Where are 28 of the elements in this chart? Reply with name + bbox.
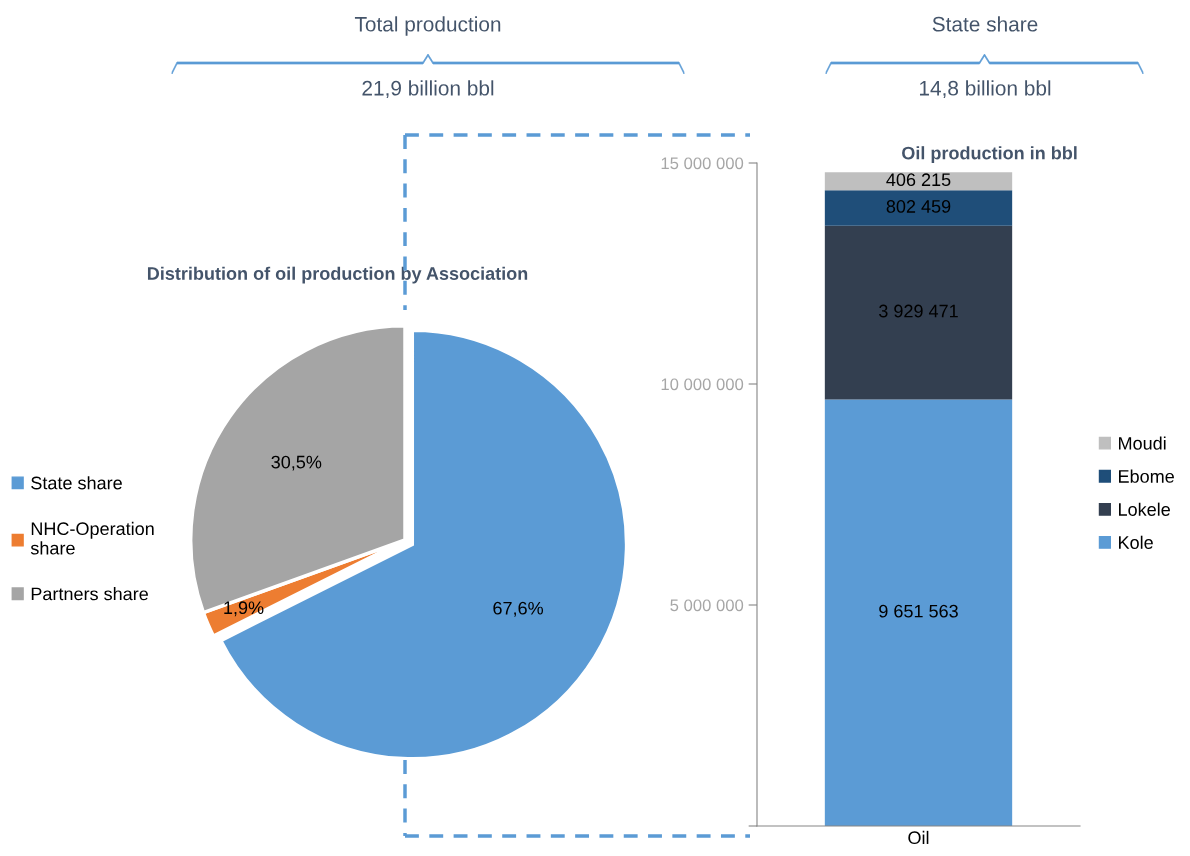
legend-label: State share [31,476,122,490]
legend-label: Lokele [1119,502,1170,516]
legend-label: Kole [1119,535,1153,549]
legend-label: NHC-Operation share [30,521,154,555]
text: State share [932,16,1038,32]
data-label: 3 929 471 [879,304,958,318]
chart-title: Oil production in bbl [902,146,1077,163]
data-label: 30,5% [271,455,322,471]
data-label: 9 651 563 [879,604,958,618]
bar [824,190,1013,226]
y-tick-label: 15 000 000 [661,157,744,170]
chart-title: Distribution of oil production by Association [147,266,528,284]
legend-label: Ebome [1119,469,1174,483]
data-label: 1,9% [224,601,264,617]
text: 21,9 billion bbl [362,80,494,99]
legend-label: Moudi [1119,436,1166,450]
bar [824,399,1013,826]
x-tick-label: Oil [908,830,929,845]
text: 14,8 billion bbl [919,80,1051,99]
bar [824,172,1013,191]
data-label: 802 459 [886,200,951,213]
legend-label: Partners share [31,587,148,601]
data-label: 67,6% [493,601,544,617]
y-tick-label: 10 000 000 [661,378,744,391]
bar [824,225,1013,400]
y-tick-label: 5 000 000 [670,599,744,612]
text: Total production [354,16,501,36]
data-label: 406 215 [886,173,951,187]
